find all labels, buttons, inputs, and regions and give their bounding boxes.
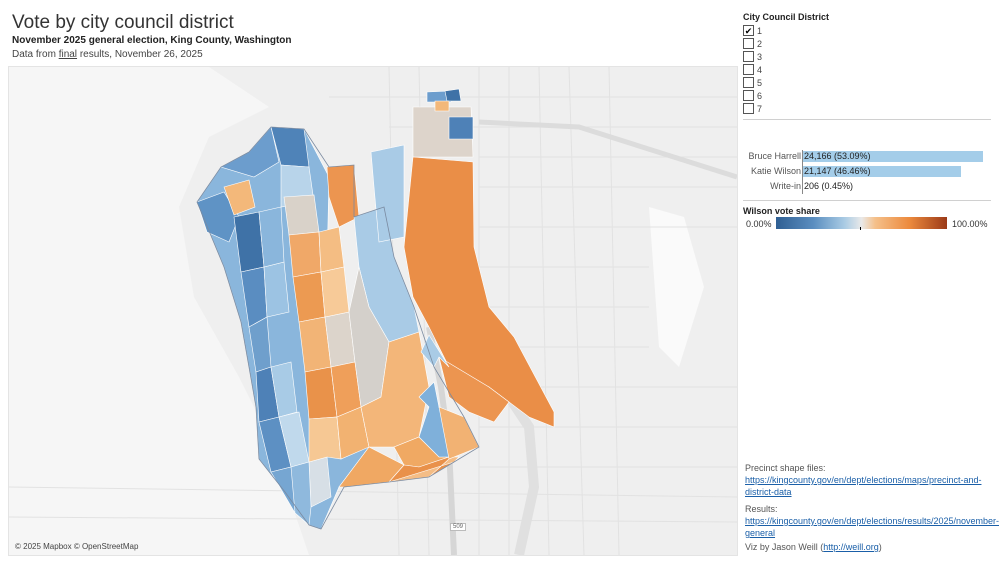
result-row-wilson[interactable]: Katie Wilson 21,147 (46.46%) — [743, 165, 993, 179]
checkbox-district-6[interactable] — [743, 90, 754, 101]
district-filter-list: ✔ 1 2 3 4 5 6 7 — [743, 24, 762, 115]
precinct[interactable] — [420, 334, 450, 368]
result-row-write-in[interactable]: Write-in 206 (0.45%) — [743, 180, 993, 194]
checkbox-district-1[interactable]: ✔ — [743, 25, 754, 36]
district-option-4[interactable]: 4 — [743, 63, 762, 76]
lake-area-east — [649, 207, 704, 367]
precinct[interactable] — [320, 266, 350, 318]
precinct[interactable] — [308, 416, 342, 463]
page-title: Vote by city council district — [12, 12, 234, 33]
district-label: 1 — [757, 25, 763, 36]
credit-suffix: ) — [878, 542, 882, 552]
result-bar-label: 206 (0.45%) — [804, 181, 854, 191]
district-option-2[interactable]: 2 — [743, 37, 762, 50]
result-bar-label: 24,166 (53.09%) — [804, 151, 871, 161]
divider — [743, 119, 991, 120]
precinct[interactable] — [288, 231, 322, 278]
candidate-name: Katie Wilson — [750, 166, 801, 176]
color-legend-title: Wilson vote share — [743, 206, 820, 216]
precinct[interactable] — [258, 206, 285, 268]
district-label: 2 — [757, 38, 763, 49]
precinct[interactable] — [223, 179, 256, 216]
river-channel — [504, 394, 540, 555]
district-label: 6 — [757, 90, 763, 101]
bar-axis-line — [802, 150, 803, 194]
district-option-7[interactable]: 7 — [743, 102, 762, 115]
author-link[interactable]: http://weill.org — [823, 542, 879, 552]
precinct-industrial-east[interactable] — [403, 156, 555, 428]
precinct[interactable] — [448, 116, 474, 140]
precinct-shapes-note: Precinct shape files: https://kingcounty… — [745, 462, 995, 498]
district-boundary — [196, 126, 480, 530]
results-bar-chart: Bruce Harrell 24,166 (53.09%) Katie Wils… — [743, 150, 993, 195]
precinct[interactable] — [434, 100, 450, 112]
precinct[interactable] — [426, 90, 452, 103]
color-legend-midpoint — [860, 227, 861, 230]
candidate-name: Bruce Harrell — [748, 151, 801, 161]
checkbox-district-7[interactable] — [743, 103, 754, 114]
checkbox-district-4[interactable] — [743, 64, 754, 75]
result-row-harrell[interactable]: Bruce Harrell 24,166 (53.09%) — [743, 150, 993, 164]
district-label: 7 — [757, 103, 763, 114]
district-option-1[interactable]: ✔ 1 — [743, 24, 762, 37]
district-label: 3 — [757, 51, 763, 62]
result-bar[interactable] — [803, 151, 983, 162]
divider — [743, 200, 991, 201]
precinct[interactable] — [370, 144, 405, 243]
precinct[interactable] — [444, 88, 462, 102]
precinct[interactable] — [196, 191, 240, 243]
highway-509-shield: 509 — [450, 523, 467, 531]
shapes-prefix: Precinct shape files: — [745, 463, 826, 473]
map-canvas[interactable] — [9, 67, 737, 555]
result-bar-label: 21,147 (46.46%) — [804, 166, 871, 176]
results-note: Results: https://kingcounty.gov/en/dept/… — [745, 503, 999, 539]
data-source-line: Data from final results, November 26, 20… — [12, 49, 203, 60]
checkbox-district-5[interactable] — [743, 77, 754, 88]
candidate-name: Write-in — [770, 181, 801, 191]
source-suffix: results, November 26, 2025 — [77, 49, 203, 60]
district-option-5[interactable]: 5 — [743, 76, 762, 89]
results-link[interactable]: https://kingcounty.gov/en/dept/elections… — [745, 516, 999, 538]
district-label: 5 — [757, 77, 763, 88]
checkbox-district-2[interactable] — [743, 38, 754, 49]
page-subtitle: November 2025 general election, King Cou… — [12, 35, 292, 46]
district-option-3[interactable]: 3 — [743, 50, 762, 63]
district-label: 4 — [757, 64, 763, 75]
checkbox-district-3[interactable] — [743, 51, 754, 62]
color-legend-max: 100.00% — [952, 219, 988, 229]
results-prefix: Results: — [745, 504, 778, 514]
precinct-layer[interactable] — [196, 88, 555, 530]
result-bar[interactable] — [803, 166, 961, 177]
precinct-shapes-link[interactable]: https://kingcounty.gov/en/dept/elections… — [745, 475, 982, 497]
precinct[interactable] — [438, 356, 510, 423]
credit-note: Viz by Jason Weill (http://weill.org) — [745, 541, 995, 553]
district-option-6[interactable]: 6 — [743, 89, 762, 102]
district-filter-title: City Council District — [743, 12, 830, 22]
source-prefix: Data from — [12, 49, 59, 60]
color-legend-min: 0.00% — [746, 219, 772, 229]
district-map[interactable]: 509 © 2025 Mapbox © OpenStreetMap — [8, 66, 738, 556]
precinct[interactable] — [292, 271, 326, 323]
highway-route — [478, 119, 737, 180]
map-attribution[interactable]: © 2025 Mapbox © OpenStreetMap — [15, 542, 139, 551]
color-legend-gradient — [776, 217, 947, 229]
final-results-link[interactable]: final — [58, 49, 78, 60]
precinct[interactable] — [270, 361, 298, 418]
water-area-west — [9, 67, 309, 555]
credit-prefix: Viz by Jason Weill ( — [745, 542, 824, 552]
precinct[interactable] — [283, 194, 320, 236]
